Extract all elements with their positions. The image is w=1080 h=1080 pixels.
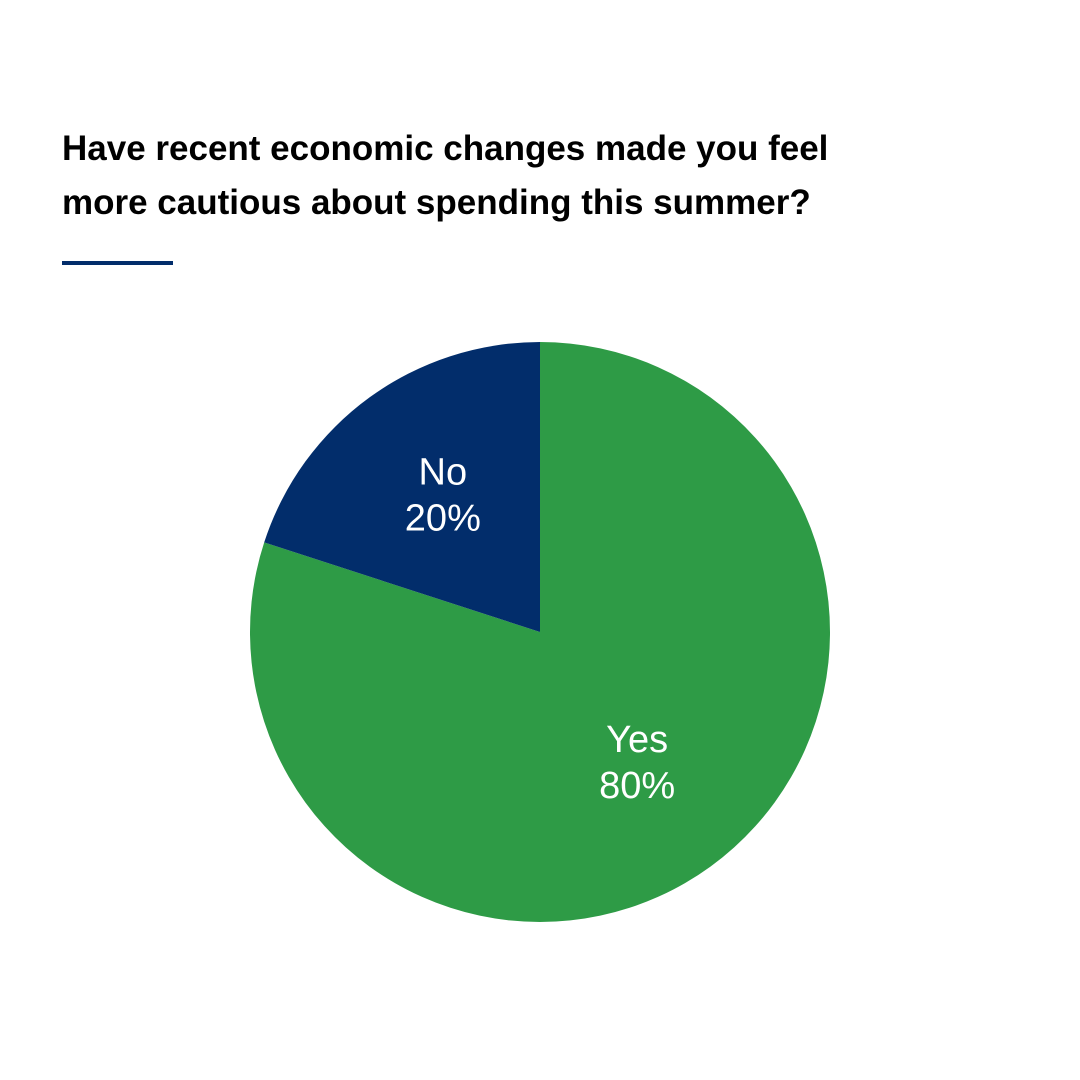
title-underline xyxy=(62,261,173,265)
slice-value-label: 20% xyxy=(405,497,481,539)
pie-slice xyxy=(264,342,540,632)
slice-label: No xyxy=(419,451,468,493)
slice-value-label: 80% xyxy=(599,765,675,807)
slice-label: Yes xyxy=(606,719,668,761)
pie-slice xyxy=(249,342,830,922)
chart-title: Have recent economic changes made you fe… xyxy=(62,129,829,222)
